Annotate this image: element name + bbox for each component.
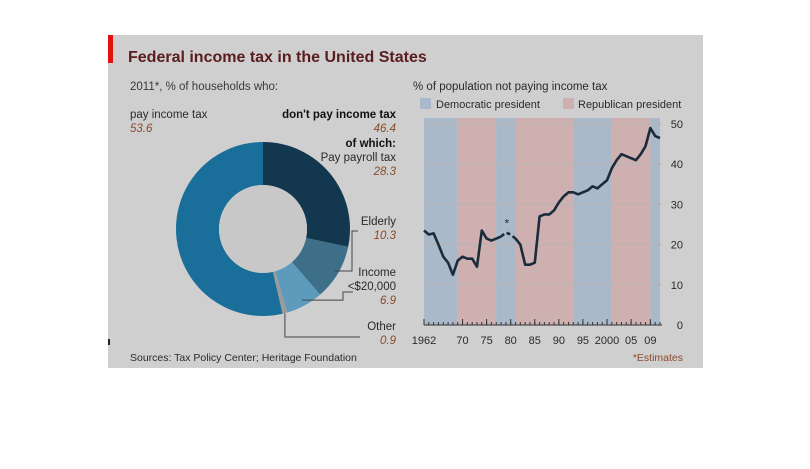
presidency-band-democratic-1977 xyxy=(496,118,516,325)
leader-income xyxy=(301,291,353,301)
label-income-line2: <$20,000 xyxy=(348,281,396,293)
label-pay-payroll-tax: Pay payroll tax xyxy=(321,152,397,164)
x-tick-label-1962: 1962 xyxy=(412,335,436,347)
y-tick-label-20: 20 xyxy=(671,240,683,252)
label-of-which: of which: xyxy=(346,138,396,150)
presidency-band-republican-2001 xyxy=(611,118,651,325)
estimate-marker: * xyxy=(505,217,510,231)
value-pay-payroll-tax: 28.3 xyxy=(373,166,397,178)
left-edge-mark xyxy=(108,339,110,345)
series-line-segment-1 xyxy=(423,229,502,277)
line-chart-title: % of population not paying income tax xyxy=(413,81,608,93)
donut-chart xyxy=(176,142,350,316)
donut-slice-pay-payroll-tax xyxy=(263,142,350,247)
x-tick-label-85: 85 xyxy=(529,335,541,347)
estimates-footnote: *Estimates xyxy=(633,352,683,364)
label-elderly: Elderly xyxy=(361,216,396,228)
series-line-estimate xyxy=(500,231,517,240)
legend-swatch-republican xyxy=(563,98,574,109)
x-tick-label-75: 75 xyxy=(480,335,492,347)
presidency-band-democratic-1962 xyxy=(424,118,458,325)
value-elderly: 10.3 xyxy=(374,230,397,242)
label-income-line1: Income xyxy=(358,267,396,279)
y-tick-label-50: 50 xyxy=(671,119,683,131)
source-note: Sources: Tax Policy Center; Heritage Fou… xyxy=(130,352,357,364)
x-tick-label-80: 80 xyxy=(505,335,517,347)
chart-title: Federal income tax in the United States xyxy=(128,49,427,66)
x-tick-label-95: 95 xyxy=(577,335,589,347)
donut-slice-other xyxy=(272,271,288,314)
y-tick-label-30: 30 xyxy=(671,199,683,211)
label-other: Other xyxy=(367,321,396,333)
donut-leader-lines xyxy=(284,230,360,338)
leader-elderly xyxy=(334,230,358,272)
donut-slice-elderly xyxy=(291,238,349,295)
legend-label-democratic: Democratic president xyxy=(436,99,540,111)
legend-label-republican: Republican president xyxy=(578,99,681,111)
donut-slice-pay-income-tax xyxy=(176,142,283,316)
presidency-band-republican-1981 xyxy=(515,118,574,325)
y-tick-label-40: 40 xyxy=(671,159,683,171)
donut-subtitle: 2011*, % of households who: xyxy=(130,81,278,93)
series-line-segment-3 xyxy=(514,126,661,267)
x-tick-label-09: 09 xyxy=(644,335,656,347)
presidency-band-democratic-1993 xyxy=(573,118,612,325)
presidency-band-republican-1969 xyxy=(457,118,497,325)
legend-swatch-democratic xyxy=(420,98,431,109)
value-dont-pay-income-tax: 46.4 xyxy=(374,123,396,135)
leader-other xyxy=(284,313,360,338)
x-tick-label-05: 05 xyxy=(625,335,637,347)
label-pay-income-tax: pay income tax xyxy=(130,109,208,121)
red-tag xyxy=(108,35,113,63)
label-dont-pay-income-tax: don't pay income tax xyxy=(282,109,397,121)
presidency-band-democratic-2009 xyxy=(650,118,660,325)
value-other: 0.9 xyxy=(380,335,397,347)
x-tick-label-2000: 2000 xyxy=(595,335,619,347)
value-income: 6.9 xyxy=(380,295,397,307)
line-chart: 0 10 20 30 40 50 1962 70 75 80 85 90 95 2000 05 09 * xyxy=(412,118,683,347)
y-tick-label-10: 10 xyxy=(671,280,683,292)
donut-hole xyxy=(219,185,307,273)
x-tick-label-90: 90 xyxy=(553,335,565,347)
y-tick-label-0: 0 xyxy=(677,320,683,332)
value-pay-income-tax: 53.6 xyxy=(130,123,153,135)
x-tick-label-70: 70 xyxy=(456,335,468,347)
